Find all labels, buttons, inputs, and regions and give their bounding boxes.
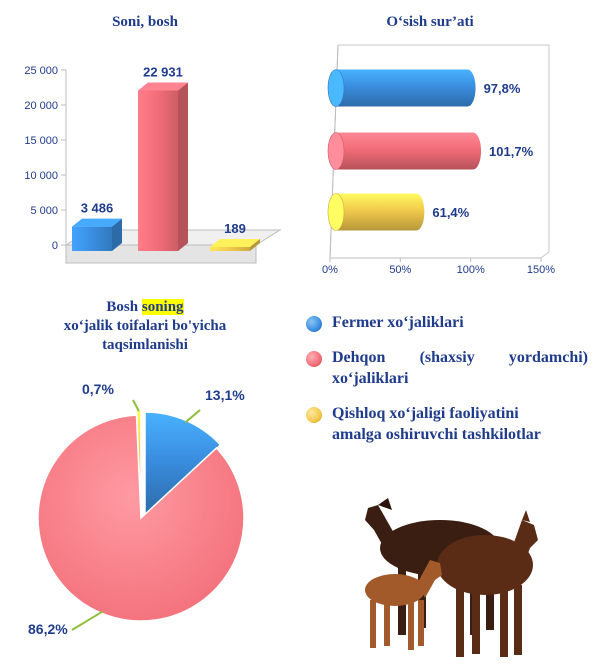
hbar-1 (328, 132, 482, 170)
pie-value-label-2: 0,7% (82, 381, 114, 397)
pie-title-part-3: xo‘jalik toifalari bo'yicha taqsimlanish… (63, 318, 227, 353)
x-tick-label-3: 150% (527, 264, 555, 276)
hbar-2-cap (327, 193, 345, 231)
hbar-1-value-label: 101,7% (489, 144, 534, 159)
pie-slice-1 (37, 414, 245, 622)
bar-1-value-label: 22 931 (143, 64, 183, 79)
x-tick-label-0: 0% (322, 264, 338, 276)
bar-chart-title: Soni, bosh (112, 14, 178, 30)
legend-label-dehqon: Dehqon (shaxsiy yordamchi) xo‘jaliklari (332, 349, 588, 387)
pie-value-label-0: 13,1% (205, 387, 245, 403)
bar-0-value-label: 3 486 (81, 201, 114, 216)
legend-label-org: Qishloq xo‘jaligi faoliyatini amalga osh… (332, 405, 541, 443)
bar-0-front (72, 226, 112, 251)
x-tick-label-2: 100% (457, 264, 485, 276)
x-tick-label-1: 50% (389, 264, 411, 276)
y-tick-label-1: 5 000 (30, 205, 58, 217)
hbar-1-cap (327, 132, 345, 170)
legend-item-org: Qishloq xo‘jaligi faoliyatini amalga osh… (306, 403, 588, 445)
hbar-chart-title: O‘sish sur’ati (386, 14, 474, 30)
legend-label-farmer: Fermer xo‘jaliklari (332, 314, 464, 331)
pie-title-part-1: Bosh (106, 299, 142, 315)
pie-title-highlight: soning (141, 299, 184, 315)
pie-leader-2 (132, 399, 140, 412)
bar-1-front (138, 90, 178, 251)
legend-item-farmer: Fermer xo‘jaliklari (306, 312, 588, 333)
pie-value-label-1: 86,2% (28, 621, 68, 637)
pie-chart-title: Bosh soning xo‘jalik toifalari bo'yicha … (40, 298, 250, 355)
pie-leader-0 (184, 409, 201, 424)
bar-1-top (138, 82, 188, 91)
bar-2-top (210, 239, 260, 247)
hbar-0 (328, 69, 476, 107)
bar-0-side (112, 218, 122, 251)
hbar-2 (328, 193, 425, 231)
y-tick-label-2: 10 000 (24, 170, 58, 182)
legend-dot-org (306, 407, 322, 423)
legend: Fermer xo‘jaliklari Dehqon (shaxsiy yord… (306, 312, 588, 459)
bar-0-top (72, 218, 122, 227)
y-tick-label-4: 20 000 (24, 100, 58, 112)
bar-2-side (250, 239, 260, 251)
hbar-0-cap (327, 69, 345, 107)
bar-1-side (178, 82, 188, 251)
hbar-2-value-label: 61,4% (432, 205, 469, 220)
y-tick-label-5: 25 000 (24, 65, 58, 77)
legend-item-dehqon: Dehqon (shaxsiy yordamchi) xo‘jaliklari (306, 347, 588, 389)
legend-dot-dehqon (306, 351, 322, 367)
y-tick-label-0: 0 (52, 240, 58, 252)
legend-dot-farmer (306, 316, 322, 332)
y-tick-label-3: 15 000 (24, 135, 58, 147)
bar-2-value-label: 189 (224, 221, 246, 236)
hbar-0-value-label: 97,8% (484, 81, 521, 96)
bar-2-front (210, 247, 250, 251)
pie-leader-1 (71, 610, 104, 631)
